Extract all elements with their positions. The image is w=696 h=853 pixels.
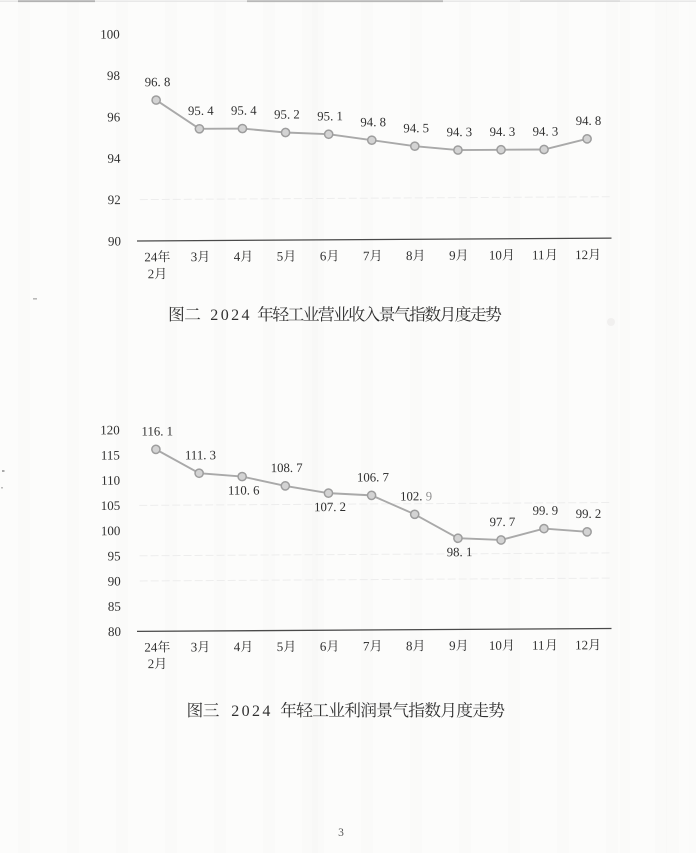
svg-text:94. 5: 94. 5 bbox=[403, 121, 429, 135]
svg-text:107. 2: 107. 2 bbox=[314, 500, 346, 514]
svg-text:90: 90 bbox=[108, 573, 121, 588]
svg-text:108. 7: 108. 7 bbox=[271, 461, 304, 475]
svg-text:99. 2: 99. 2 bbox=[576, 507, 602, 521]
svg-text:2: 2 bbox=[148, 656, 155, 671]
svg-text:98. 1: 98. 1 bbox=[447, 545, 473, 559]
svg-text:2024: 2024 bbox=[231, 703, 273, 720]
svg-text:94. 3: 94. 3 bbox=[490, 125, 516, 139]
svg-text:95: 95 bbox=[107, 548, 120, 563]
svg-text:95. 2: 95. 2 bbox=[274, 108, 300, 122]
svg-text:98: 98 bbox=[107, 68, 120, 83]
svg-text:7: 7 bbox=[363, 248, 370, 263]
svg-text:105: 105 bbox=[101, 498, 121, 513]
svg-text:6: 6 bbox=[320, 248, 327, 263]
svg-text:24: 24 bbox=[144, 640, 158, 655]
svg-text:5: 5 bbox=[277, 639, 284, 654]
svg-text:100: 100 bbox=[101, 523, 121, 538]
svg-text:24: 24 bbox=[144, 249, 158, 264]
svg-text:99. 9: 99. 9 bbox=[533, 504, 559, 518]
svg-text:94. 8: 94. 8 bbox=[360, 115, 386, 129]
svg-text:4: 4 bbox=[234, 639, 241, 654]
svg-text:95. 4: 95. 4 bbox=[231, 104, 257, 118]
svg-text:95. 1: 95. 1 bbox=[317, 109, 343, 123]
svg-text:115: 115 bbox=[101, 448, 120, 463]
svg-text:110: 110 bbox=[101, 473, 120, 488]
svg-text:7: 7 bbox=[363, 638, 370, 653]
svg-text:96: 96 bbox=[107, 109, 121, 124]
svg-text:12: 12 bbox=[575, 247, 588, 262]
svg-text:100: 100 bbox=[100, 27, 120, 42]
svg-text:8: 8 bbox=[406, 248, 413, 263]
svg-text:102. 9: 102. 9 bbox=[400, 489, 432, 503]
svg-text:10: 10 bbox=[489, 247, 502, 262]
svg-text:12: 12 bbox=[575, 637, 588, 652]
svg-text:2: 2 bbox=[148, 266, 155, 281]
svg-text:92: 92 bbox=[108, 192, 121, 207]
svg-text:11: 11 bbox=[532, 638, 545, 653]
svg-text:97. 7: 97. 7 bbox=[490, 515, 516, 529]
svg-text:2024: 2024 bbox=[210, 307, 252, 324]
svg-text:3: 3 bbox=[338, 827, 344, 839]
svg-text:95. 4: 95. 4 bbox=[188, 104, 214, 118]
svg-text:5: 5 bbox=[277, 249, 284, 264]
svg-text:94. 8: 94. 8 bbox=[576, 114, 602, 128]
svg-text:3: 3 bbox=[191, 639, 198, 654]
svg-text:8: 8 bbox=[406, 638, 413, 653]
svg-text:90: 90 bbox=[108, 233, 121, 248]
svg-text:106. 7: 106. 7 bbox=[357, 470, 390, 484]
svg-text:94: 94 bbox=[107, 151, 121, 166]
svg-text:9: 9 bbox=[449, 248, 456, 263]
svg-text:116. 1: 116. 1 bbox=[141, 424, 173, 438]
svg-text:85: 85 bbox=[108, 599, 121, 614]
svg-text:3: 3 bbox=[191, 249, 198, 264]
svg-text:6: 6 bbox=[320, 639, 327, 654]
svg-text:110. 6: 110. 6 bbox=[228, 483, 260, 497]
svg-text:111. 3: 111. 3 bbox=[185, 448, 216, 462]
svg-text:9: 9 bbox=[449, 638, 456, 653]
svg-text:80: 80 bbox=[108, 624, 121, 639]
svg-text:4: 4 bbox=[234, 249, 241, 264]
svg-text:94. 3: 94. 3 bbox=[533, 125, 559, 139]
svg-text:94. 3: 94. 3 bbox=[447, 125, 473, 139]
svg-text:10: 10 bbox=[489, 638, 502, 653]
svg-text:96. 8: 96. 8 bbox=[145, 75, 171, 89]
svg-text:11: 11 bbox=[532, 247, 545, 262]
svg-text:120: 120 bbox=[100, 422, 120, 437]
